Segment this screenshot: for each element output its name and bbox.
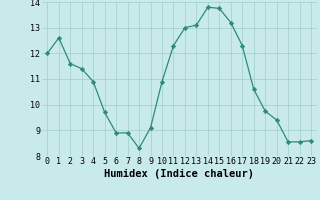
X-axis label: Humidex (Indice chaleur): Humidex (Indice chaleur) — [104, 169, 254, 179]
